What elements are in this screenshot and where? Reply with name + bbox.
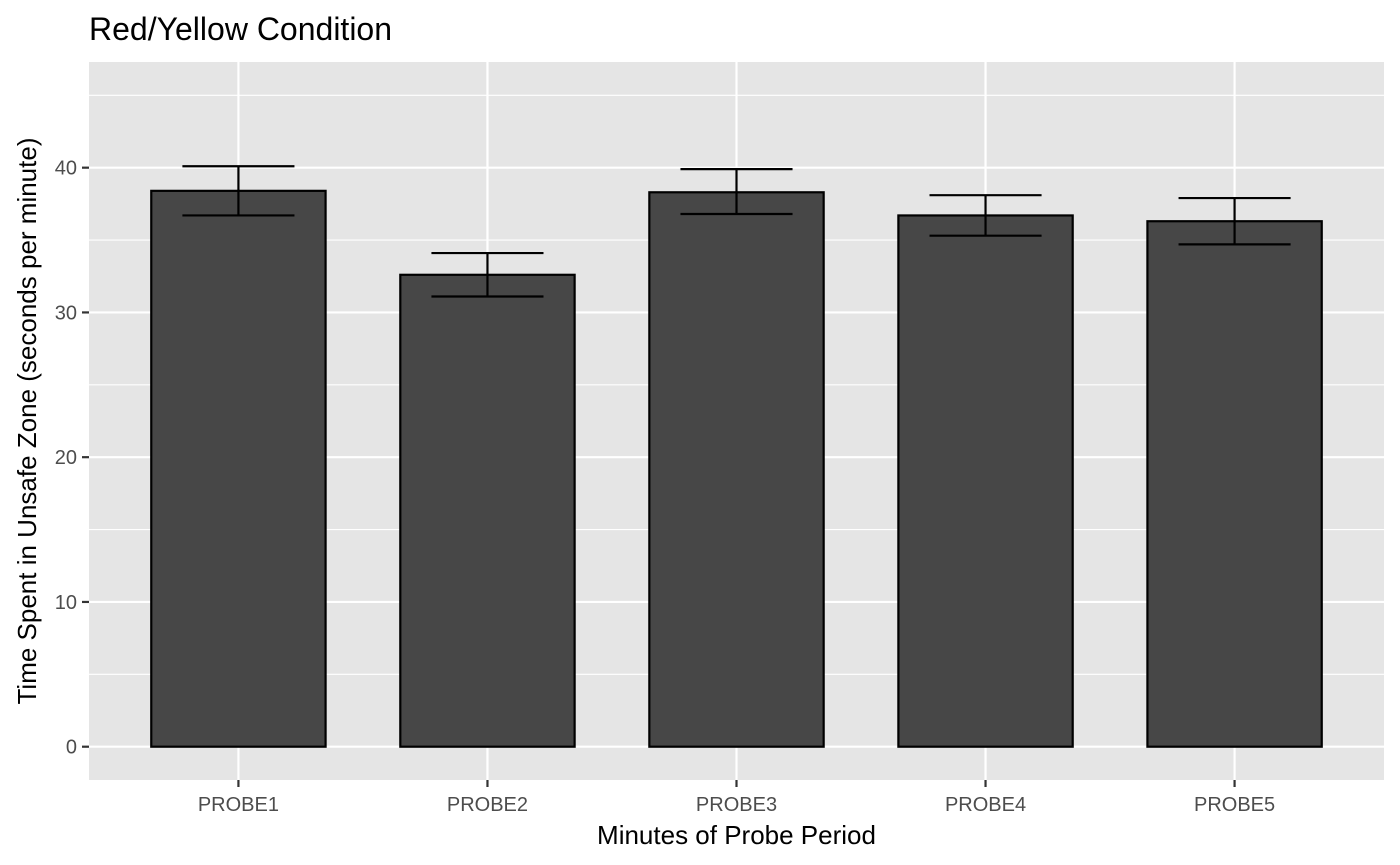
error-bar-probe2: [431, 251, 544, 298]
x-tick-label: PROBE2: [447, 794, 528, 816]
x-tick-label: PROBE4: [945, 794, 1026, 816]
bar-probe3: [648, 191, 825, 748]
bar-probe2: [399, 273, 576, 748]
chart-title: Red/Yellow Condition: [89, 11, 392, 47]
x-tick-label: PROBE1: [198, 794, 279, 816]
error-bar-probe5: [1178, 196, 1291, 246]
y-tick-label: 10: [55, 592, 77, 614]
y-axis-title: Time Spent in Unsafe Zone (seconds per m…: [12, 138, 42, 705]
bar-probe5: [1146, 220, 1323, 748]
x-tick-label: PROBE5: [1194, 794, 1275, 816]
error-bar-probe1: [182, 165, 295, 217]
x-axis-title: Minutes of Probe Period: [597, 820, 876, 850]
bar-probe1: [150, 189, 327, 748]
y-tick-label: 0: [66, 737, 77, 759]
error-bars: [182, 165, 1291, 298]
y-tick-label: 30: [55, 302, 77, 324]
y-axis: 0 10 20 30 40: [55, 158, 89, 759]
bar-probe4: [897, 214, 1074, 748]
error-bar-probe3: [680, 168, 793, 216]
y-tick-label: 40: [55, 158, 77, 180]
error-bar-probe4: [929, 194, 1042, 237]
bars: [150, 189, 1323, 748]
y-tick-label: 20: [55, 447, 77, 469]
x-axis: PROBE1 PROBE2 PROBE3 PROBE4 PROBE5: [198, 780, 1275, 816]
x-tick-label: PROBE3: [696, 794, 777, 816]
